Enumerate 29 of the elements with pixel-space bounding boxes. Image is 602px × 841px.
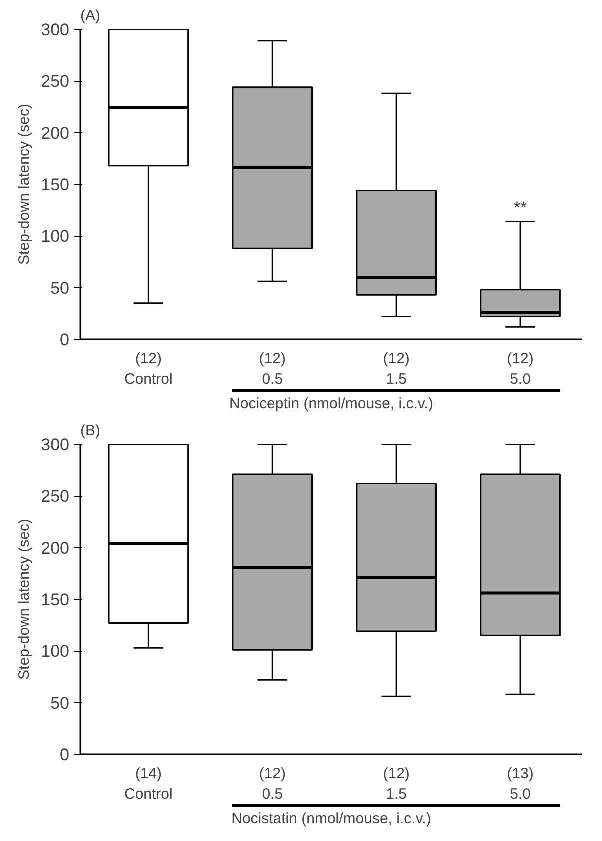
x-tick-label: (13) 5.0 [507,766,534,803]
y-tick-label: 250 [41,72,70,92]
y-tick-label: 200 [41,124,70,143]
y-tick-label: 0 [60,746,70,764]
annotation: ** [514,198,528,218]
y-tick-label: 100 [41,642,70,662]
chart-title: (B) [80,422,100,440]
x-tick-label: (12) 1.5 [383,350,410,388]
y-axis-title: Step-down latency (sec) [16,104,34,265]
y-tick-label: 50 [50,278,70,298]
y-tick-label: 0 [60,330,70,350]
y-tick-label: 150 [41,590,70,610]
x-tick-label: (14) Control [124,766,173,803]
y-tick-label: 100 [41,227,70,246]
x-tick-label: (12) 0.5 [259,350,286,388]
y-tick-label: 300 [41,436,70,454]
y-tick-label: 50 [50,694,70,713]
x-axis-title: Nociceptin (nmol/mouse, i.c.v.) [230,396,434,412]
y-tick-label: 250 [41,487,70,506]
chart-title: (A) [80,8,100,24]
x-tick-label: (12) Control [124,350,173,388]
y-tick-label: 300 [41,20,70,40]
x-tick-label: (12) 0.5 [259,766,286,803]
y-tick-label: 200 [41,538,70,558]
x-axis-title: Nocistatin (nmol/mouse, i.c.v.) [232,810,432,828]
y-axis-title: Step-down latency (sec) [16,519,34,680]
x-tick-label: (12) 5.0 [507,350,534,388]
y-tick-label: 150 [41,176,70,194]
x-tick-label: (12) 1.5 [383,766,410,803]
